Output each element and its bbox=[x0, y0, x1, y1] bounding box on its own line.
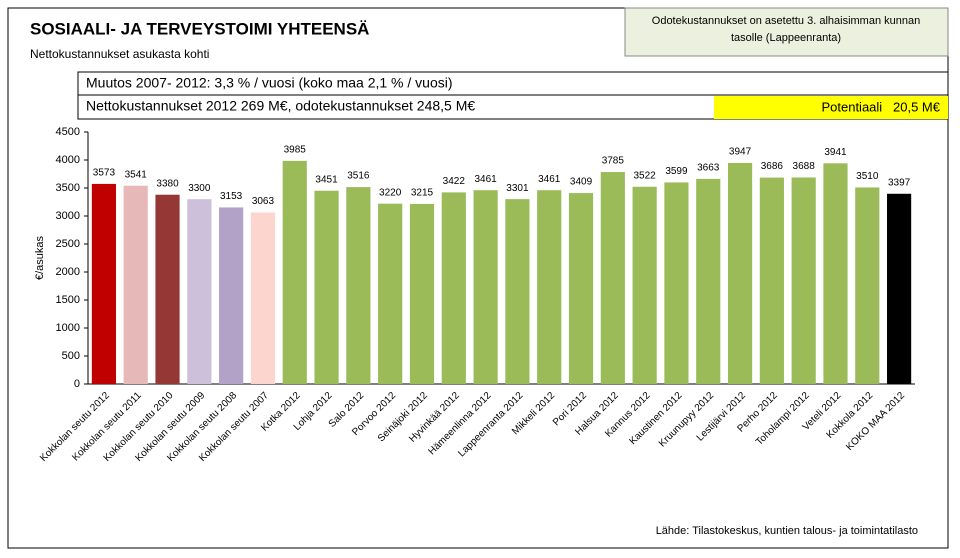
potential-box bbox=[714, 96, 948, 119]
data-label: 3688 bbox=[793, 161, 816, 172]
y-tick-label: 0 bbox=[74, 378, 80, 390]
data-label: 3461 bbox=[538, 174, 561, 185]
y-tick-label: 3000 bbox=[56, 210, 80, 222]
data-label: 3599 bbox=[665, 166, 688, 177]
bar bbox=[664, 182, 689, 384]
bar bbox=[409, 203, 435, 384]
bar bbox=[696, 178, 721, 384]
data-label: 3522 bbox=[634, 170, 657, 181]
annotation: Muutos 2007- 2012: 3,3 % / vuosi (koko m… bbox=[86, 75, 453, 91]
bar bbox=[91, 183, 116, 384]
source: Lähde: Tilastokeskus, kuntien talous- ja… bbox=[656, 525, 918, 537]
note: tasolle (Lappeenranta) bbox=[731, 32, 841, 44]
chart-title: SOSIAALI- JA TERVEYSTOIMI YHTEENSÄ bbox=[30, 19, 369, 38]
bar bbox=[791, 177, 816, 384]
data-label: 3153 bbox=[220, 191, 243, 202]
bar bbox=[568, 193, 594, 384]
potential: Potentiaali 20,5 M€ bbox=[821, 99, 940, 114]
data-label: 3215 bbox=[411, 188, 434, 199]
bar bbox=[887, 193, 912, 384]
data-label: 3516 bbox=[347, 171, 370, 182]
data-label: 3947 bbox=[729, 147, 752, 158]
annotation: Nettokustannukset 2012 269 M€, odotekust… bbox=[86, 98, 475, 114]
bar bbox=[378, 203, 403, 384]
data-label: 3686 bbox=[761, 161, 784, 172]
data-label: 3409 bbox=[570, 177, 593, 188]
data-label: 3397 bbox=[888, 177, 911, 188]
bar bbox=[473, 190, 498, 384]
bar bbox=[250, 212, 276, 384]
bar bbox=[346, 187, 371, 384]
data-label: 3541 bbox=[125, 169, 148, 180]
y-tick-label: 1000 bbox=[56, 322, 80, 334]
y-tick-label: 4000 bbox=[56, 154, 80, 166]
data-label: 3573 bbox=[93, 168, 116, 179]
bar bbox=[600, 172, 625, 384]
bar bbox=[187, 199, 212, 384]
data-label: 3451 bbox=[315, 174, 338, 185]
bar bbox=[314, 190, 339, 384]
bar bbox=[727, 162, 753, 384]
y-tick-label: 3500 bbox=[56, 182, 80, 194]
bar bbox=[441, 192, 466, 384]
bar bbox=[823, 163, 848, 384]
data-label: 3300 bbox=[188, 183, 211, 194]
bar bbox=[123, 185, 148, 384]
bar bbox=[537, 190, 562, 384]
y-tick-label: 2000 bbox=[56, 266, 80, 278]
data-label: 3941 bbox=[824, 147, 847, 158]
data-label: 3663 bbox=[697, 163, 720, 174]
data-label: 3985 bbox=[284, 144, 307, 155]
data-label: 3461 bbox=[474, 174, 497, 185]
y-tick-label: 1500 bbox=[56, 294, 80, 306]
subtitle: Nettokustannukset asukasta kohti bbox=[30, 47, 209, 61]
bar bbox=[219, 207, 244, 384]
data-label: 3510 bbox=[856, 171, 879, 182]
bar bbox=[632, 186, 657, 384]
bar bbox=[505, 199, 530, 384]
data-label: 3063 bbox=[252, 196, 275, 207]
note-box bbox=[624, 7, 949, 57]
note: Odotekustannukset on asetettu 3. alhaisi… bbox=[652, 15, 920, 27]
bar bbox=[759, 177, 784, 384]
y-axis-label: €/asukas bbox=[34, 235, 46, 280]
bar bbox=[282, 160, 307, 384]
bar bbox=[155, 194, 180, 384]
data-label: 3220 bbox=[379, 187, 402, 198]
data-label: 3301 bbox=[506, 183, 529, 194]
y-tick-label: 2500 bbox=[56, 238, 80, 250]
data-label: 3422 bbox=[443, 176, 466, 187]
data-label: 3380 bbox=[156, 178, 179, 189]
y-tick-label: 500 bbox=[62, 350, 80, 362]
y-tick-label: 4500 bbox=[56, 126, 80, 138]
data-label: 3785 bbox=[602, 156, 625, 167]
bar bbox=[855, 187, 880, 384]
